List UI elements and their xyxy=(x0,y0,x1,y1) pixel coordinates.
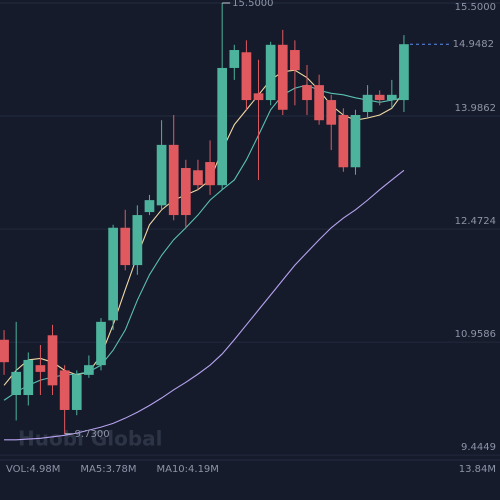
volume-legend-item: VOL:4.98M xyxy=(6,464,60,475)
candle-body xyxy=(144,200,155,213)
candle-body xyxy=(0,339,9,363)
candle-body xyxy=(386,94,397,101)
candle-body xyxy=(290,50,300,71)
candle-body xyxy=(350,115,361,168)
candle-body xyxy=(314,85,324,121)
moving-average-line xyxy=(3,84,405,401)
volume-legend-item: MA10:4.19M xyxy=(156,464,218,475)
candle-body xyxy=(229,50,240,68)
candle-body xyxy=(120,227,131,266)
candle-body xyxy=(374,94,385,101)
volume-legend-item: MA5:3.78M xyxy=(80,464,136,475)
candle-body xyxy=(35,365,46,372)
y-tick-label: 9.4449 xyxy=(461,442,496,453)
candle-body xyxy=(277,44,288,110)
volume-axis-label: 13.84M xyxy=(459,464,496,475)
candle-body xyxy=(96,321,106,366)
candle-body xyxy=(217,67,228,186)
candle-body xyxy=(108,227,118,321)
candle-body xyxy=(156,144,167,206)
candle-body xyxy=(265,44,276,101)
candle-body xyxy=(362,94,373,113)
candle-body xyxy=(399,44,409,101)
y-tick-label: 10.9586 xyxy=(455,329,496,340)
annotation-label: 9.7300 xyxy=(75,429,110,440)
candle-body xyxy=(241,52,252,101)
candle-body xyxy=(302,85,312,101)
candle-body xyxy=(326,100,337,125)
candle-body xyxy=(338,115,349,168)
candle-body xyxy=(193,170,203,186)
y-tick-label: 15.5000 xyxy=(455,2,496,13)
candle-body xyxy=(205,162,215,186)
candle-body xyxy=(71,374,82,410)
y-tick-label: 12.4724 xyxy=(455,216,496,227)
candle-body xyxy=(47,335,58,386)
candle-body xyxy=(132,215,143,266)
candle-body xyxy=(180,168,191,216)
annotation-label: 15.5000 xyxy=(232,0,273,9)
y-tick-label: 13.9862 xyxy=(455,103,496,114)
candle-body xyxy=(84,365,94,375)
moving-average-line xyxy=(3,69,405,386)
candle-body xyxy=(59,370,70,410)
last-price-label: 14.9482 xyxy=(453,39,494,50)
candle-body xyxy=(168,144,179,216)
candle-body xyxy=(23,359,34,396)
candle-body xyxy=(253,93,264,101)
candle-body xyxy=(11,371,22,396)
